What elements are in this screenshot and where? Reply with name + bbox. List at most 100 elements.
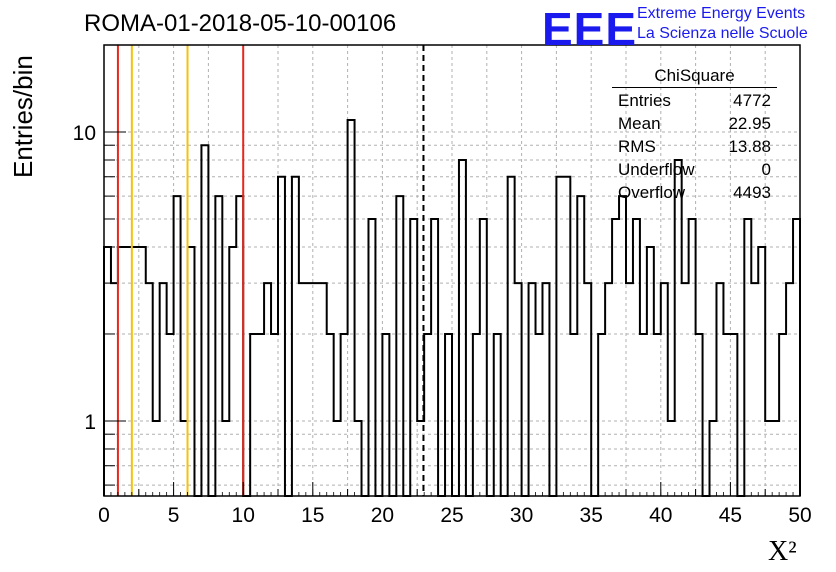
histogram-bin	[264, 283, 271, 496]
x-tick-label: 30	[510, 504, 533, 527]
histogram-bin	[188, 247, 195, 496]
x-tick-label: 45	[719, 504, 742, 527]
histogram-bin	[661, 283, 668, 496]
histogram-bin	[494, 334, 501, 496]
stats-row: Entries 4772	[612, 89, 777, 112]
stats-value: 4772	[733, 91, 771, 110]
histogram-bin	[536, 334, 543, 496]
stats-row: Underflow 0	[612, 158, 777, 181]
histogram-bin	[320, 283, 327, 496]
histogram-bin	[257, 334, 264, 496]
histogram-outline	[103, 119, 801, 497]
histogram-bin	[758, 247, 765, 496]
stats-label: Underflow	[618, 160, 695, 179]
histogram-bin	[104, 247, 111, 496]
marker-lines	[116, 45, 425, 496]
logo-line-2: La Scienza nelle Scuole	[637, 25, 808, 42]
logo-text: Extreme Energy Events La Scienza nelle S…	[637, 4, 808, 44]
stats-row: Mean 22.95	[612, 112, 777, 135]
x-tick-label: 15	[301, 504, 324, 527]
histogram-bin	[396, 196, 403, 496]
stats-label: RMS	[618, 137, 656, 156]
histogram-bin	[515, 283, 522, 496]
histogram-bin	[160, 283, 167, 496]
stats-value: 13.88	[728, 137, 771, 156]
stats-label: Mean	[618, 114, 661, 133]
histogram-bin	[556, 177, 563, 496]
tick-labels: 0 5 10 15 20 25 30 35 40 45 50 1 10	[73, 122, 812, 527]
histogram-bin	[341, 334, 348, 496]
histogram-bin	[675, 160, 682, 496]
histogram-bin	[132, 247, 139, 496]
histogram-bin	[313, 283, 320, 496]
y-tick-label: 10	[73, 122, 96, 145]
histogram-bin	[508, 177, 515, 496]
histogram-bin	[529, 283, 536, 496]
histogram-bin	[723, 334, 730, 496]
histogram-bin	[480, 219, 487, 496]
x-axis-label: X²	[768, 536, 797, 567]
histogram-bin	[640, 334, 647, 496]
x-tick-label: 25	[440, 504, 463, 527]
histogram-bin	[431, 219, 438, 496]
histogram-bin	[793, 219, 800, 496]
histogram-bin	[292, 177, 299, 496]
histogram-bin	[584, 283, 591, 496]
histogram-bin	[236, 196, 243, 496]
histogram-bin	[201, 145, 208, 496]
histogram-bin	[626, 283, 633, 496]
histogram-bin	[633, 219, 640, 496]
x-tick-label: 0	[98, 504, 110, 527]
stats-row: RMS 13.88	[612, 135, 777, 158]
histogram-bin	[570, 334, 577, 496]
histogram-bin	[271, 334, 278, 496]
histogram-bin	[229, 247, 236, 496]
histogram-bin	[696, 334, 703, 496]
stats-box: ChiSquare Entries 4772 Mean 22.95 RMS 13.88…	[612, 66, 777, 204]
y-tick-label: 1	[84, 411, 96, 434]
histogram-bin	[612, 219, 619, 496]
histogram-bin	[654, 334, 661, 496]
x-tick-label: 5	[168, 504, 180, 527]
stats-title: ChiSquare	[612, 66, 777, 88]
histogram-bin	[563, 177, 570, 496]
stats-row: Overflow 4493	[612, 181, 777, 204]
histogram-bin	[250, 334, 257, 496]
histogram-bin	[542, 283, 549, 496]
histogram-bin	[125, 247, 132, 496]
logo-line-1: Extreme Energy Events	[637, 5, 806, 22]
histogram-bin	[598, 334, 605, 496]
histogram-bin	[327, 334, 334, 496]
histogram-bin	[111, 283, 118, 496]
histogram-bin	[689, 219, 696, 496]
stats-value: 22.95	[728, 114, 771, 133]
x-tick-label: 50	[788, 504, 811, 527]
histogram-bin	[473, 334, 480, 496]
histogram-bin	[382, 334, 389, 496]
histogram-bin	[459, 160, 466, 496]
plot-title: ROMA-01-2018-05-10-00106	[84, 10, 397, 37]
histogram-bin	[730, 334, 737, 496]
histogram-bin	[619, 196, 626, 496]
histogram-bin	[167, 334, 174, 496]
histogram-bin	[146, 283, 153, 496]
histogram-bin	[278, 177, 285, 496]
x-tick-label: 35	[580, 504, 603, 527]
histogram-bin	[139, 247, 146, 496]
y-axis-label: Entries/bin	[8, 55, 39, 178]
histogram-bin	[682, 283, 689, 496]
histogram-bin	[299, 283, 306, 496]
histogram-bin	[751, 283, 758, 496]
histogram-bin	[215, 196, 222, 496]
histogram-bin	[577, 196, 584, 496]
histogram-bin	[424, 334, 431, 496]
stats-value: 4493	[733, 183, 771, 202]
x-tick-label: 40	[649, 504, 672, 527]
histogram-bin	[786, 283, 793, 496]
histogram-bin	[779, 334, 786, 496]
y-axis-label-text: Entries/bin	[8, 55, 38, 178]
eee-logo: EEE	[542, 3, 638, 55]
histogram-bin	[174, 196, 181, 496]
histogram-bin	[605, 283, 612, 496]
